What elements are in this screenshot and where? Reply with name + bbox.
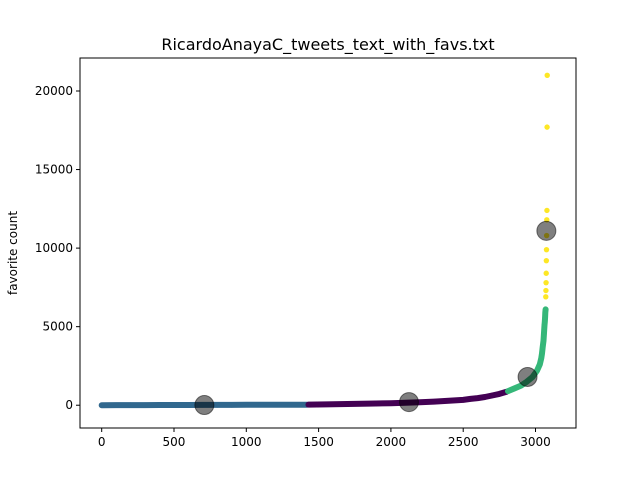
y-tick-label: 10000 — [35, 241, 73, 255]
data-point — [496, 391, 503, 397]
data-point — [446, 398, 452, 404]
data-point — [540, 338, 547, 344]
data-point — [538, 355, 544, 361]
data-point — [541, 331, 547, 338]
plot-frame — [79, 57, 577, 429]
data-point — [305, 401, 312, 408]
data-point — [511, 386, 517, 392]
data-point — [467, 396, 474, 402]
data-point — [540, 344, 546, 350]
centroid-marker — [536, 220, 557, 241]
data-point — [286, 402, 293, 408]
data-point — [344, 401, 351, 407]
data-points — [98, 72, 550, 409]
cluster-centroids — [194, 220, 557, 416]
data-point — [229, 402, 235, 408]
data-point — [388, 400, 394, 406]
data-point — [543, 287, 549, 294]
chart-title: RicardoAnayaC_tweets_text_with_favs.txt — [161, 35, 494, 55]
data-point — [171, 402, 177, 408]
y-tick-label: 20000 — [35, 84, 73, 98]
data-point — [113, 402, 119, 408]
data-point — [544, 72, 550, 78]
data-point — [542, 319, 548, 325]
data-point — [431, 398, 437, 405]
data-point — [142, 402, 148, 408]
data-point — [544, 207, 550, 214]
centroid-marker — [517, 366, 538, 387]
x-axis-ticks: 0 500 1000 1500 2000 2500 3000 — [98, 428, 551, 449]
data-point — [98, 402, 105, 408]
x-tick-label: 2500 — [448, 435, 479, 449]
data-point — [539, 350, 545, 357]
data-point — [258, 402, 264, 408]
data-point — [505, 388, 511, 394]
data-point — [323, 401, 329, 408]
data-point — [243, 402, 249, 408]
data-point — [156, 402, 163, 408]
data-point — [544, 124, 550, 130]
y-tick-label: 15000 — [35, 163, 73, 177]
data-point — [489, 392, 495, 399]
centroid-marker — [398, 392, 419, 413]
series-2-trace — [305, 388, 510, 408]
data-point — [543, 257, 550, 264]
data-point — [474, 395, 481, 401]
y-axis-label: favorite count — [6, 211, 20, 295]
centroid-marker — [194, 395, 215, 416]
data-point — [127, 402, 134, 408]
x-tick-label: 0 — [98, 435, 106, 449]
data-point — [543, 270, 549, 276]
data-point — [185, 402, 192, 408]
x-tick-label: 2000 — [376, 435, 407, 449]
x-tick-label: 1000 — [231, 435, 262, 449]
y-tick-label: 5000 — [42, 320, 73, 334]
data-point — [543, 279, 549, 286]
data-point — [460, 397, 466, 403]
data-point — [543, 246, 550, 253]
data-point — [214, 402, 221, 408]
data-point — [366, 400, 372, 407]
x-tick-label: 500 — [163, 435, 186, 449]
x-tick-label: 1500 — [303, 435, 334, 449]
y-tick-label: 0 — [65, 398, 73, 412]
data-point — [272, 402, 278, 408]
x-tick-label: 3000 — [520, 435, 551, 449]
data-point — [537, 361, 543, 368]
data-point — [542, 306, 549, 313]
data-point — [541, 327, 547, 333]
y-axis-ticks: 0 5000 10000 15000 20000 — [35, 84, 80, 412]
data-point — [543, 294, 549, 300]
data-point — [482, 394, 488, 400]
data-point — [542, 314, 548, 320]
